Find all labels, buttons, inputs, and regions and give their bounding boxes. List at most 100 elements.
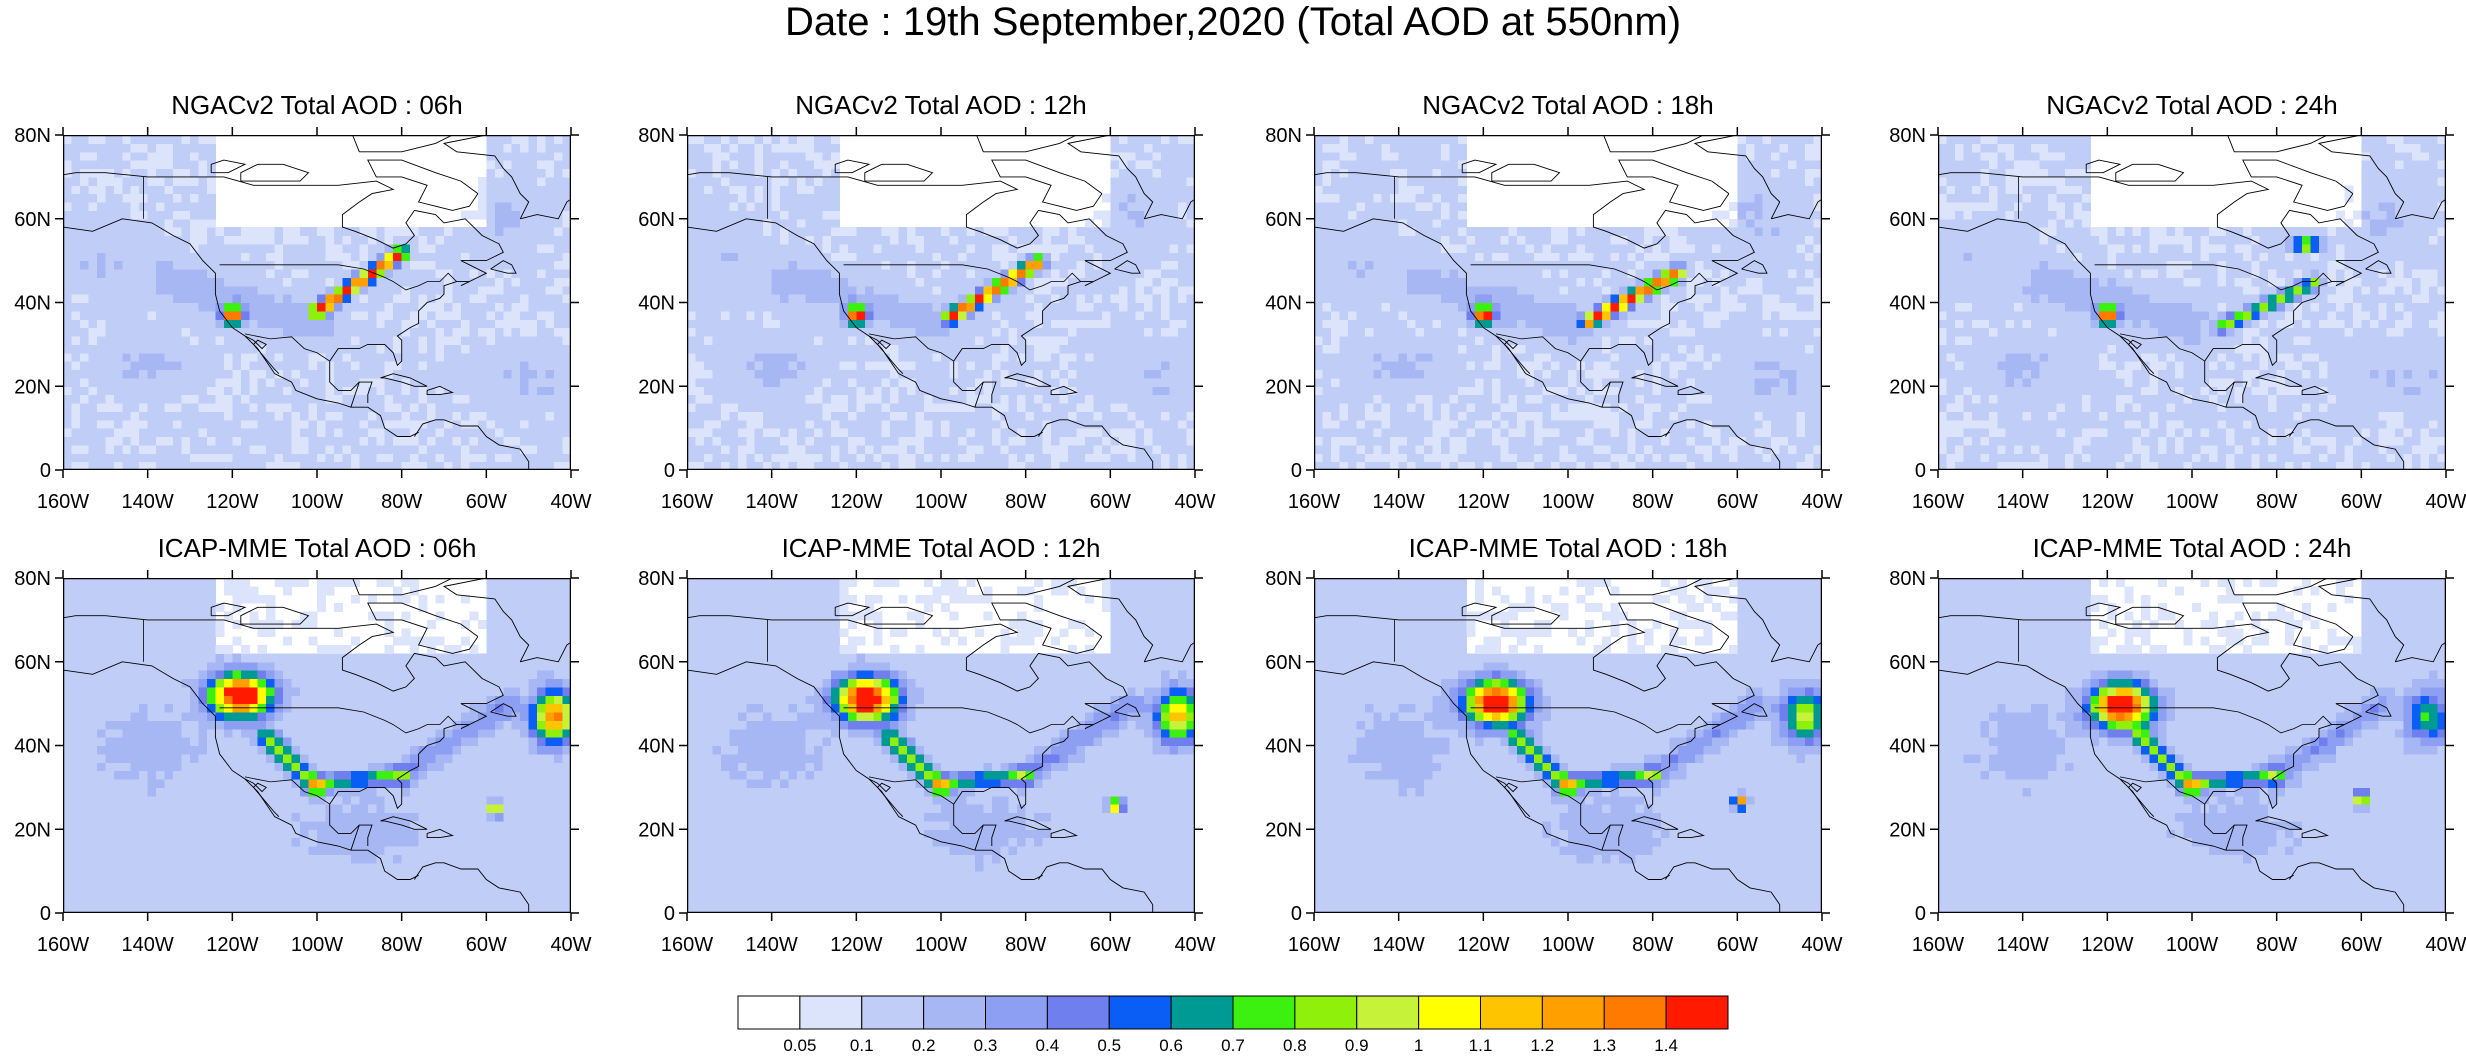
x-tick-label: 140W	[746, 491, 798, 513]
y-tick-label: 0	[40, 903, 51, 925]
x-tick-label: 60W	[466, 934, 507, 956]
colorbar-label: 0.2	[912, 1036, 936, 1055]
colorbar-swatch	[1603, 995, 1667, 1030]
x-tick-label: 80W	[2256, 491, 2297, 513]
y-tick-label: 20N	[1889, 376, 1926, 398]
colorbar-label: 0.7	[1221, 1036, 1245, 1055]
x-tick-label: 120W	[1457, 934, 1509, 956]
country-borders	[143, 619, 457, 805]
x-tick-label: 160W	[1288, 934, 1340, 956]
colorbar-label: 0.05	[783, 1036, 816, 1055]
map-border	[63, 578, 571, 913]
y-tick-label: 0	[1915, 903, 1926, 925]
x-tick-label: 140W	[122, 491, 174, 513]
panel-title: ICAP-MME Total AOD : 12h	[781, 533, 1101, 563]
x-tick-label: 80W	[1005, 491, 1046, 513]
aod-map	[1938, 578, 2446, 913]
x-tick-label: 60W	[1717, 491, 1758, 513]
aod-field	[687, 578, 1195, 913]
map-panel	[1314, 135, 1822, 470]
panel-title: NGACv2 Total AOD : 06h	[171, 90, 463, 120]
x-tick-label: 60W	[1090, 491, 1131, 513]
y-tick-label: 60N	[638, 652, 675, 674]
y-tick-label: 40N	[1889, 736, 1926, 758]
aod-map	[687, 578, 1195, 913]
colorbar-label: 1.2	[1531, 1036, 1555, 1055]
colorbar-label: 0.8	[1283, 1036, 1307, 1055]
y-tick-label: 80N	[1889, 568, 1926, 590]
panel-axes: 160W 140W 120W 100W 80W 60W 40W 0 20N 40N 60N 80N	[638, 568, 1215, 956]
country-borders	[1394, 176, 1708, 362]
y-tick-label: 0	[1291, 460, 1302, 482]
colorbar-swatch	[1108, 995, 1172, 1030]
x-tick-label: 120W	[2081, 491, 2133, 513]
country-borders	[143, 176, 457, 362]
x-tick-label: 140W	[1373, 934, 1425, 956]
aod-map	[63, 135, 571, 470]
y-tick-label: 60N	[1889, 652, 1926, 674]
y-tick-label: 0	[40, 460, 51, 482]
y-tick-label: 80N	[1889, 125, 1926, 147]
coastlines	[63, 135, 571, 470]
map-border	[1938, 578, 2446, 913]
colorbar-swatch	[1232, 995, 1296, 1030]
x-tick-label: 80W	[1005, 934, 1046, 956]
map-border	[1314, 135, 1822, 470]
y-tick-label: 80N	[1265, 125, 1302, 147]
y-tick-label: 40N	[1265, 736, 1302, 758]
y-tick-label: 60N	[1889, 209, 1926, 231]
panel-axes: 160W 140W 120W 100W 80W 60W 40W 0 20N 40N 60N 80N	[14, 568, 591, 956]
map-border	[63, 135, 571, 470]
aod-map	[1314, 578, 1822, 913]
colorbar-label: 1.3	[1592, 1036, 1616, 1055]
x-tick-label: 120W	[1457, 491, 1509, 513]
colorbar-label: 1.4	[1654, 1036, 1678, 1055]
y-tick-label: 80N	[1265, 568, 1302, 590]
y-tick-label: 40N	[14, 293, 51, 315]
y-tick-label: 0	[1915, 460, 1926, 482]
colorbar-swatch	[1665, 995, 1729, 1030]
colorbar-swatch	[985, 995, 1048, 1030]
x-tick-label: 100W	[915, 491, 967, 513]
panel-title: NGACv2 Total AOD : 18h	[1422, 90, 1714, 120]
x-tick-label: 40W	[550, 491, 591, 513]
x-tick-label: 160W	[37, 491, 89, 513]
x-tick-label: 100W	[1542, 491, 1594, 513]
panel-axes: 160W 140W 120W 100W 80W 60W 40W 0 20N 40N 60N 80N	[638, 125, 1215, 513]
x-tick-label: 40W	[1801, 491, 1842, 513]
country-borders	[767, 619, 1081, 805]
y-tick-label: 20N	[1889, 819, 1926, 841]
coastlines	[687, 578, 1195, 913]
panel-axes: 160W 140W 120W 100W 80W 60W 40W 0 20N 40N 60N 80N	[1265, 568, 1842, 956]
x-tick-label: 160W	[37, 934, 89, 956]
aod-map	[1938, 135, 2446, 470]
x-tick-label: 100W	[291, 934, 343, 956]
panel-title: ICAP-MME Total AOD : 24h	[2032, 533, 2352, 563]
x-tick-label: 140W	[1373, 491, 1425, 513]
coastlines	[1314, 578, 1822, 913]
y-tick-label: 20N	[14, 376, 51, 398]
country-borders	[1394, 619, 1708, 805]
x-tick-label: 100W	[291, 491, 343, 513]
x-tick-label: 80W	[381, 491, 422, 513]
aod-map	[687, 135, 1195, 470]
colorbar-label: 0.9	[1345, 1036, 1369, 1055]
x-tick-label: 40W	[1174, 491, 1215, 513]
x-tick-label: 160W	[1912, 934, 1964, 956]
country-borders	[767, 176, 1081, 362]
x-tick-label: 120W	[206, 491, 258, 513]
aod-field	[1314, 578, 1822, 913]
colorbar-label: 0.4	[1036, 1036, 1060, 1055]
country-borders	[2018, 176, 2332, 362]
panel-title: NGACv2 Total AOD : 12h	[795, 90, 1087, 120]
aod-field	[1938, 135, 2446, 470]
y-tick-label: 20N	[638, 819, 675, 841]
x-tick-label: 120W	[206, 934, 258, 956]
y-tick-label: 80N	[14, 125, 51, 147]
colorbar-swatch	[737, 995, 801, 1030]
x-tick-label: 140W	[122, 934, 174, 956]
y-tick-label: 20N	[1265, 819, 1302, 841]
x-tick-label: 120W	[2081, 934, 2133, 956]
x-tick-label: 60W	[466, 491, 507, 513]
x-tick-label: 80W	[1632, 934, 1673, 956]
